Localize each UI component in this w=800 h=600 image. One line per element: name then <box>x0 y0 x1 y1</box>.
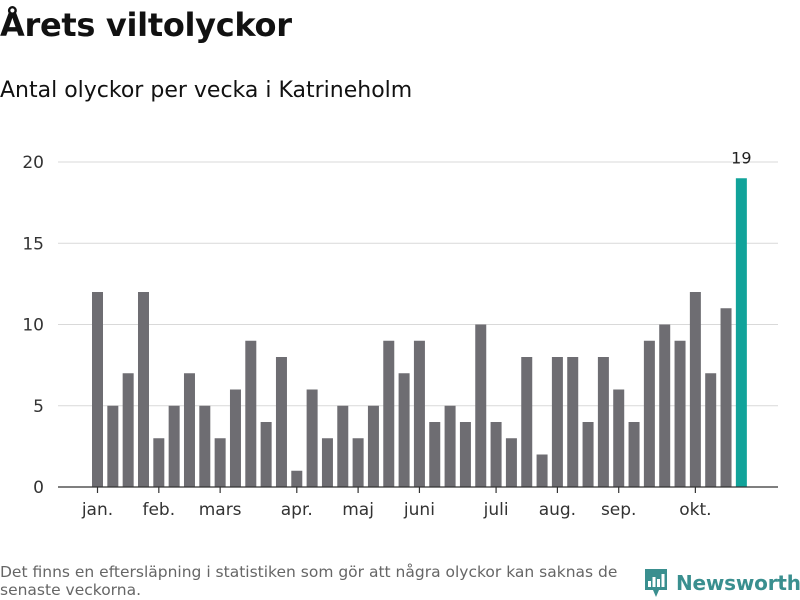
bar <box>306 389 318 487</box>
bar <box>321 438 333 487</box>
x-tick-label: juli <box>483 500 509 520</box>
x-tick-label: sep. <box>601 500 637 520</box>
bar <box>429 422 441 487</box>
x-tick-label: jan. <box>81 500 113 520</box>
x-tick-label: mars <box>199 500 242 520</box>
footnote: Det finns en eftersläpning i statistiken… <box>0 563 618 599</box>
bar <box>291 470 303 487</box>
bar <box>168 405 180 487</box>
chart-title: Årets viltolyckor <box>0 6 292 44</box>
bar <box>367 405 379 487</box>
bar <box>183 373 195 487</box>
bar <box>229 389 241 487</box>
bar <box>567 357 579 487</box>
bar <box>137 292 149 487</box>
x-tick-label: juni <box>403 500 435 520</box>
bar <box>582 422 594 487</box>
bar <box>659 324 671 487</box>
bar <box>536 454 548 487</box>
bar <box>275 357 287 487</box>
brand-name: Newsworthy <box>676 571 800 595</box>
bar <box>260 422 272 487</box>
bar <box>337 405 349 487</box>
bar-chart: 0 5 10 15 20 19 jan. feb. mars apr. maj juni juli aug… <box>22 148 778 520</box>
x-tick-label: okt. <box>679 500 711 520</box>
bar <box>597 357 609 487</box>
bar <box>720 308 732 487</box>
bar <box>199 405 211 487</box>
x-tick-label: maj <box>342 500 374 520</box>
bar <box>413 340 425 487</box>
bar <box>628 422 640 487</box>
y-tick-label: 20 <box>22 153 44 173</box>
bar <box>398 373 410 487</box>
bar <box>122 373 134 487</box>
bar <box>551 357 563 487</box>
newsworthy-logo-icon <box>645 569 667 597</box>
bar <box>459 422 471 487</box>
bar <box>153 438 165 487</box>
bar <box>352 438 364 487</box>
bar <box>705 373 717 487</box>
chart-subtitle: Antal olyckor per vecka i Katrineholm <box>0 78 413 103</box>
bar <box>613 389 625 487</box>
bar <box>505 438 517 487</box>
bar <box>735 178 747 487</box>
y-tick-label: 10 <box>22 316 44 336</box>
x-tick-label: feb. <box>142 500 175 520</box>
bar <box>245 340 257 487</box>
brand-logo: Newsworthy <box>644 568 800 598</box>
bar <box>689 292 701 487</box>
bar <box>214 438 226 487</box>
bar <box>383 340 395 487</box>
data-label: 19 <box>731 148 751 167</box>
bar <box>674 340 686 487</box>
bar <box>490 422 502 487</box>
bar <box>521 357 533 487</box>
bar <box>475 324 487 487</box>
bar <box>444 405 456 487</box>
bar <box>92 292 103 487</box>
x-tick-label: apr. <box>281 500 313 520</box>
x-tick-label: aug. <box>539 500 576 520</box>
bar <box>107 405 119 487</box>
bar <box>643 340 655 487</box>
y-tick-label: 15 <box>22 234 44 254</box>
y-tick-label: 5 <box>33 397 44 417</box>
y-tick-label: 0 <box>33 478 44 498</box>
